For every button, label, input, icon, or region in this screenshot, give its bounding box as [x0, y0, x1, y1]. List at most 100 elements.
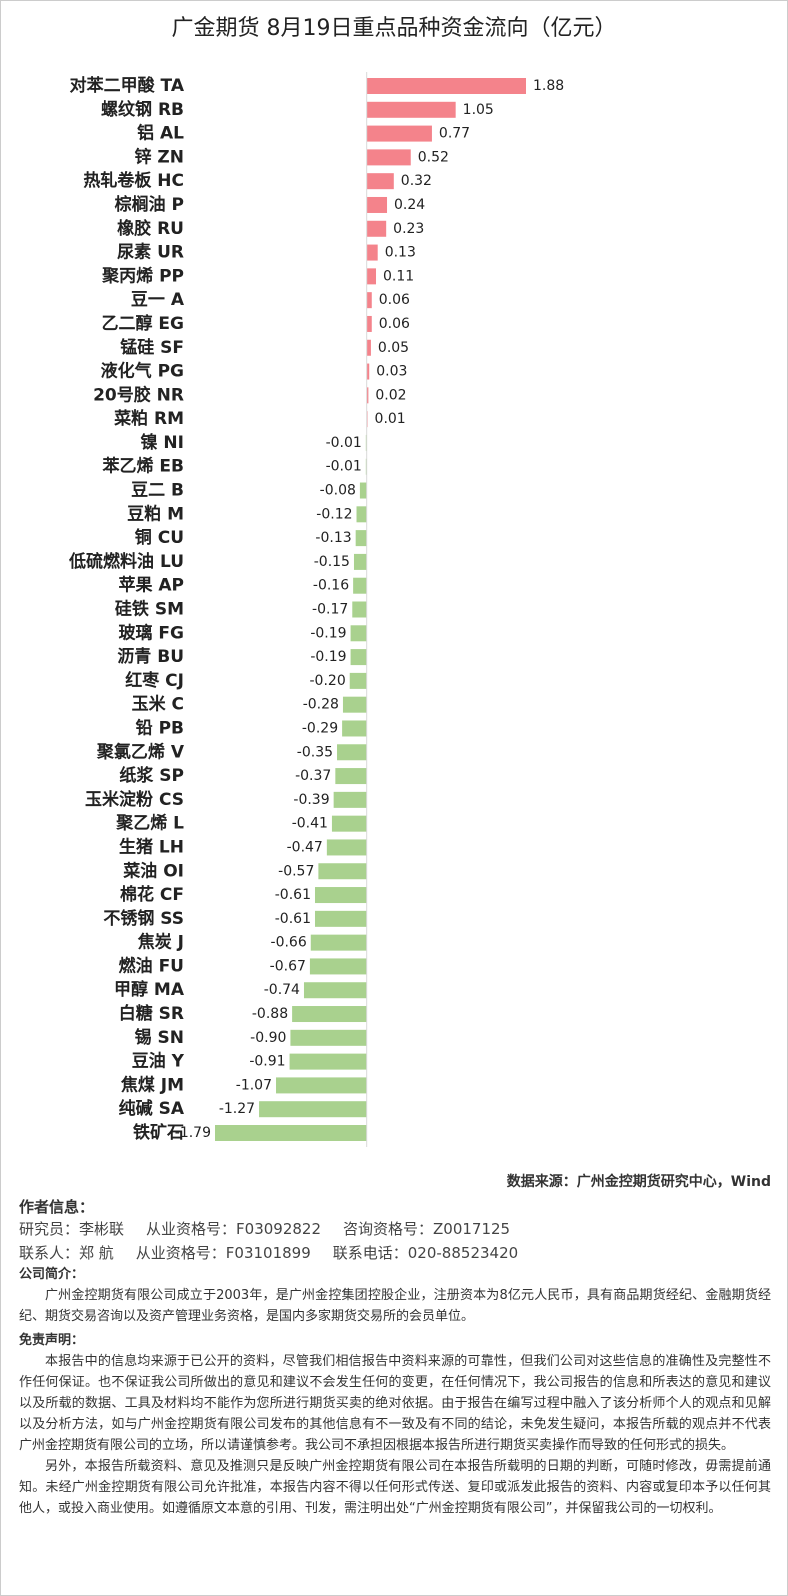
paragraph: 本报告中的信息均来源于已公开的资料，尽管我们相信报告中资料来源的可靠性，但我们公…: [19, 1354, 771, 1453]
value-label: -0.61: [275, 887, 311, 903]
category-label: 聚丙烯 PP: [101, 265, 184, 286]
value-label: -0.74: [264, 982, 300, 998]
category-label: 铁矿石: [133, 1122, 184, 1143]
author-field: 联系电话：020-88523420: [332, 1244, 519, 1262]
category-label: 焦煤 JM: [120, 1074, 184, 1095]
category-label: 白糖 SR: [119, 1003, 184, 1024]
value-label: -0.88: [252, 1006, 288, 1022]
bar: [366, 363, 370, 380]
bar: [353, 577, 367, 594]
bar: [356, 506, 367, 523]
value-label: 0.01: [375, 411, 406, 427]
author-field: 从业资格号：F03092822: [146, 1220, 321, 1238]
category-label: 菜粕 RM: [113, 408, 184, 429]
bar: [314, 910, 367, 927]
value-label: 0.05: [378, 340, 409, 356]
bar: [353, 553, 367, 570]
category-label: 聚氯乙烯 V: [96, 741, 185, 762]
value-label: -0.35: [297, 744, 333, 760]
heading: 免责声明：: [19, 1333, 85, 1348]
bar: [366, 339, 371, 356]
category-label: 铝 AL: [137, 123, 184, 144]
footer: 数据来源：广州金控期货研究中心，Wind 作者信息： 研究员：李彬联 从业资格号：…: [19, 1171, 771, 1519]
category-label: 玻璃 FG: [119, 622, 185, 643]
author-field: 从业资格号：F03101899: [135, 1244, 311, 1262]
category-label: 螺纹钢 RB: [101, 99, 184, 120]
category-label: 镍 NI: [141, 432, 184, 453]
category-label: 棕榈油 P: [115, 194, 184, 215]
bar: [350, 649, 367, 666]
bar: [292, 1006, 367, 1023]
bar: [333, 791, 367, 808]
value-label: 1.88: [533, 78, 564, 94]
value-label: 0.03: [376, 364, 407, 380]
value-label: -0.13: [315, 530, 351, 546]
bar: [366, 387, 369, 404]
value-label: -0.08: [320, 483, 356, 499]
category-label: 液化气 PG: [101, 361, 184, 382]
source: 数据来源：广州金控期货研究中心，Wind: [506, 1174, 771, 1190]
value-label: 0.06: [379, 316, 410, 332]
bar: [326, 839, 367, 856]
category-label: 硅铁 SM: [115, 599, 184, 620]
category-label: 尿素 UR: [117, 243, 184, 263]
value-label: 1.05: [463, 102, 494, 118]
value-label: -0.90: [250, 1030, 286, 1046]
bar: [215, 1125, 367, 1141]
category-label: 燃油 FU: [119, 955, 184, 976]
category-label: 纯碱 SA: [119, 1098, 185, 1119]
category-label: 锰硅 SF: [120, 337, 184, 358]
author-row: 联系人：郑 航 从业资格号：F03101899 联系电话：020-88523420: [19, 1241, 771, 1265]
value-label: -1.79: [175, 1125, 211, 1141]
value-label: -0.15: [314, 554, 350, 570]
bar: [366, 196, 388, 213]
bar: [366, 173, 394, 190]
value-label: -0.01: [326, 435, 362, 451]
value-label: 0.02: [375, 387, 406, 403]
bar: [290, 1029, 367, 1046]
bar: [359, 482, 367, 499]
paragraph: 另外，本报告所载资料、意见及推测只是反映广州金控期货有限公司在本报告所载明的日期…: [19, 1459, 771, 1516]
category-label: 甲醇 MA: [114, 979, 185, 1000]
value-label: -0.16: [313, 578, 349, 594]
bar: [366, 220, 387, 237]
category-label: 热轧卷板 HC: [83, 170, 184, 191]
category-label: 豆一 A: [131, 290, 185, 310]
bar: [318, 863, 367, 880]
category-label: 苯乙烯 EB: [102, 456, 185, 477]
bar: [366, 149, 411, 166]
bar: [342, 696, 367, 713]
bar: [355, 530, 367, 547]
category-label: 20号胶 NR: [93, 384, 184, 405]
value-label: 0.11: [383, 268, 414, 284]
category-label: 菜油 OI: [122, 860, 184, 881]
category-label: 苹果 AP: [118, 575, 184, 596]
value-label: -0.61: [275, 911, 311, 927]
author-field: 咨询资格号：Z0017125: [343, 1220, 511, 1238]
category-label: 豆二 B: [131, 481, 184, 501]
heading: 作者信息：: [19, 1198, 95, 1216]
value-label: -0.91: [249, 1054, 285, 1070]
category-label: 玉米 C: [132, 694, 184, 715]
bar: [349, 672, 367, 689]
value-label: -0.17: [312, 602, 348, 618]
category-label: 生猪 LH: [119, 836, 184, 857]
bar: [366, 78, 526, 94]
bar: [342, 720, 367, 737]
value-label: -0.37: [295, 768, 331, 784]
chart-title: 广金期货 8月19日重点品种资金流向（亿元）: [172, 16, 617, 41]
heading: 公司简介：: [19, 1267, 85, 1282]
category-label: 棉花 CF: [120, 884, 184, 905]
authors: 研究员：李彬联 从业资格号：F03092822 咨询资格号：Z0017125 联系人：…: [19, 1217, 771, 1265]
category-label: 乙二醇 EG: [102, 313, 185, 334]
category-label: 沥青 BU: [117, 646, 184, 667]
value-label: 0.77: [439, 126, 470, 142]
value-label: -0.20: [310, 673, 346, 689]
value-label: -0.57: [278, 863, 314, 879]
author-field: 联系人：郑 航: [19, 1244, 114, 1262]
value-label: -0.12: [316, 506, 352, 522]
category-label: 锌 ZN: [135, 146, 184, 167]
chart: 广金期货 8月19日重点品种资金流向（亿元） 对苯二甲酸 TA 1.88 螺纹钢 R…: [68, 16, 617, 1147]
bar: [366, 315, 372, 332]
